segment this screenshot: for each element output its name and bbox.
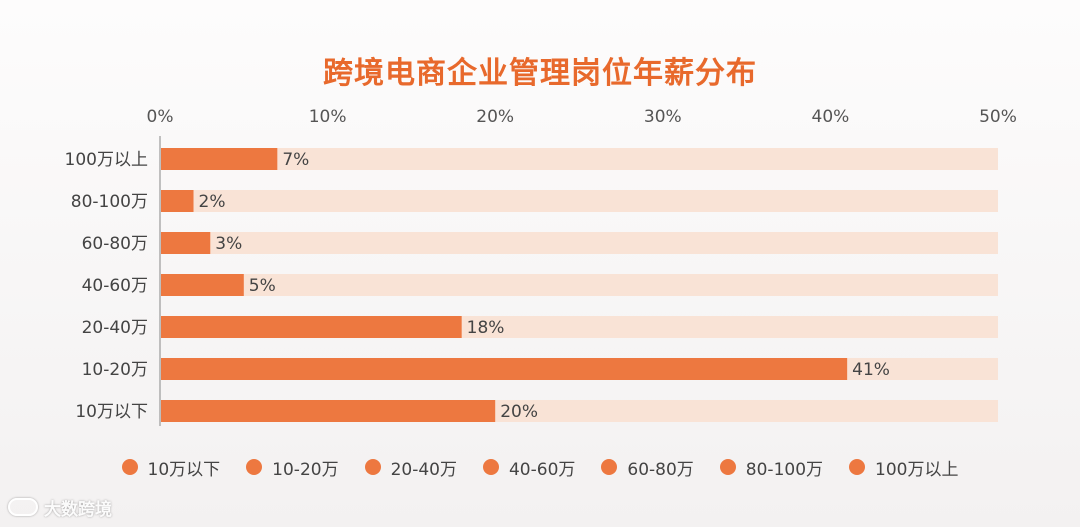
- bar-track: [161, 274, 998, 296]
- data-label: 2%: [199, 192, 226, 212]
- x-tick-label: 20%: [476, 107, 514, 127]
- legend-marker: [719, 459, 736, 475]
- legend-label: 100万以上: [875, 459, 959, 480]
- legend-label: 60-80万: [627, 459, 694, 480]
- chart-title: 跨境电商企业管理岗位年薪分布: [323, 56, 757, 91]
- bar-track: [161, 190, 998, 212]
- watermark-text: 大数跨境: [44, 499, 112, 520]
- x-tick-label: 0%: [147, 107, 174, 127]
- legend-marker: [601, 459, 618, 475]
- data-label: 18%: [467, 318, 505, 338]
- legend-label: 20-40万: [390, 459, 457, 480]
- legend-marker: [246, 459, 263, 475]
- legend-marker: [849, 459, 866, 475]
- data-label: 5%: [249, 276, 276, 296]
- bar: [161, 358, 848, 380]
- category-label: 80-100万: [71, 192, 148, 212]
- x-tick-label: 10%: [309, 107, 347, 127]
- bar: [161, 400, 496, 422]
- x-tick-label: 40%: [812, 107, 850, 127]
- legend-item: 80-100万: [719, 452, 824, 482]
- data-label: 3%: [215, 234, 242, 254]
- legend-label: 80-100万: [745, 459, 824, 480]
- category-label: 10万以下: [75, 402, 148, 422]
- legend-item: 100万以上: [849, 452, 958, 482]
- brand-logo-icon: [8, 498, 38, 516]
- category-label: 60-80万: [82, 234, 148, 254]
- legend-item: 20-40万: [364, 452, 457, 482]
- bar: [161, 190, 194, 212]
- category-label: 10-20万: [82, 360, 148, 380]
- legend-label: 10-20万: [272, 459, 339, 480]
- chart-legend: 10万以下 10-20万 20-40万 40-60万 60-80万 80-100万 100万…: [0, 452, 1080, 482]
- bar: [161, 316, 462, 338]
- legend-marker: [121, 459, 138, 475]
- data-label: 7%: [282, 150, 309, 170]
- legend-marker: [364, 459, 381, 475]
- x-tick-label: 50%: [979, 107, 1017, 127]
- legend-item: 40-60万: [482, 452, 576, 482]
- bar: [161, 274, 244, 296]
- legend-marker: [482, 459, 499, 475]
- legend-label: 10万以下: [147, 459, 221, 480]
- category-label: 20-40万: [82, 318, 148, 338]
- legend-label: 40-60万: [508, 459, 576, 480]
- x-tick-label: 30%: [644, 107, 682, 127]
- bar: [161, 148, 278, 170]
- legend-item: 10万以下: [121, 452, 221, 482]
- category-label: 40-60万: [82, 276, 148, 296]
- data-label: 41%: [852, 360, 890, 380]
- legend-item: 10-20万: [246, 452, 339, 482]
- legend-item: 60-80万: [601, 452, 694, 482]
- watermark: 大数跨境: [8, 494, 112, 520]
- bar-track: [161, 148, 998, 170]
- bar-track: [161, 232, 998, 254]
- category-label: 100万以上: [65, 150, 148, 170]
- data-label: 20%: [500, 402, 538, 422]
- bar: [161, 232, 211, 254]
